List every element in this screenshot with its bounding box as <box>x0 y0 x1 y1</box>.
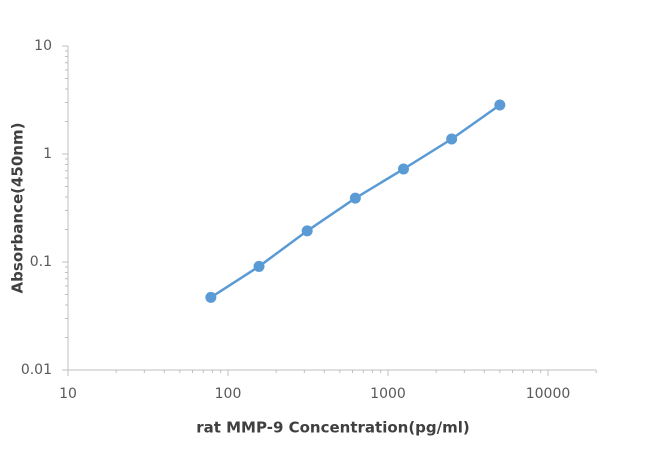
data-point <box>494 99 506 111</box>
x-tick-label: 10000 <box>526 386 571 402</box>
y-tick-label: 1 <box>43 146 52 162</box>
y-tick-label: 10 <box>34 38 52 54</box>
data-point <box>398 163 410 175</box>
data-point <box>205 291 217 303</box>
data-point <box>253 260 265 272</box>
data-point <box>301 225 313 237</box>
data-point <box>349 192 361 204</box>
x-tick-label: 10 <box>59 386 77 402</box>
y-tick-label: 0.1 <box>30 254 52 270</box>
y-tick-label: 0.01 <box>21 362 52 378</box>
x-tick-label: 100 <box>215 386 242 402</box>
data-point <box>446 133 458 145</box>
x-tick-label: 1000 <box>370 386 406 402</box>
x-axis-title: rat MMP-9 Concentration(pg/ml) <box>196 419 470 437</box>
y-axis-title: Absorbance(450nm) <box>9 123 27 294</box>
